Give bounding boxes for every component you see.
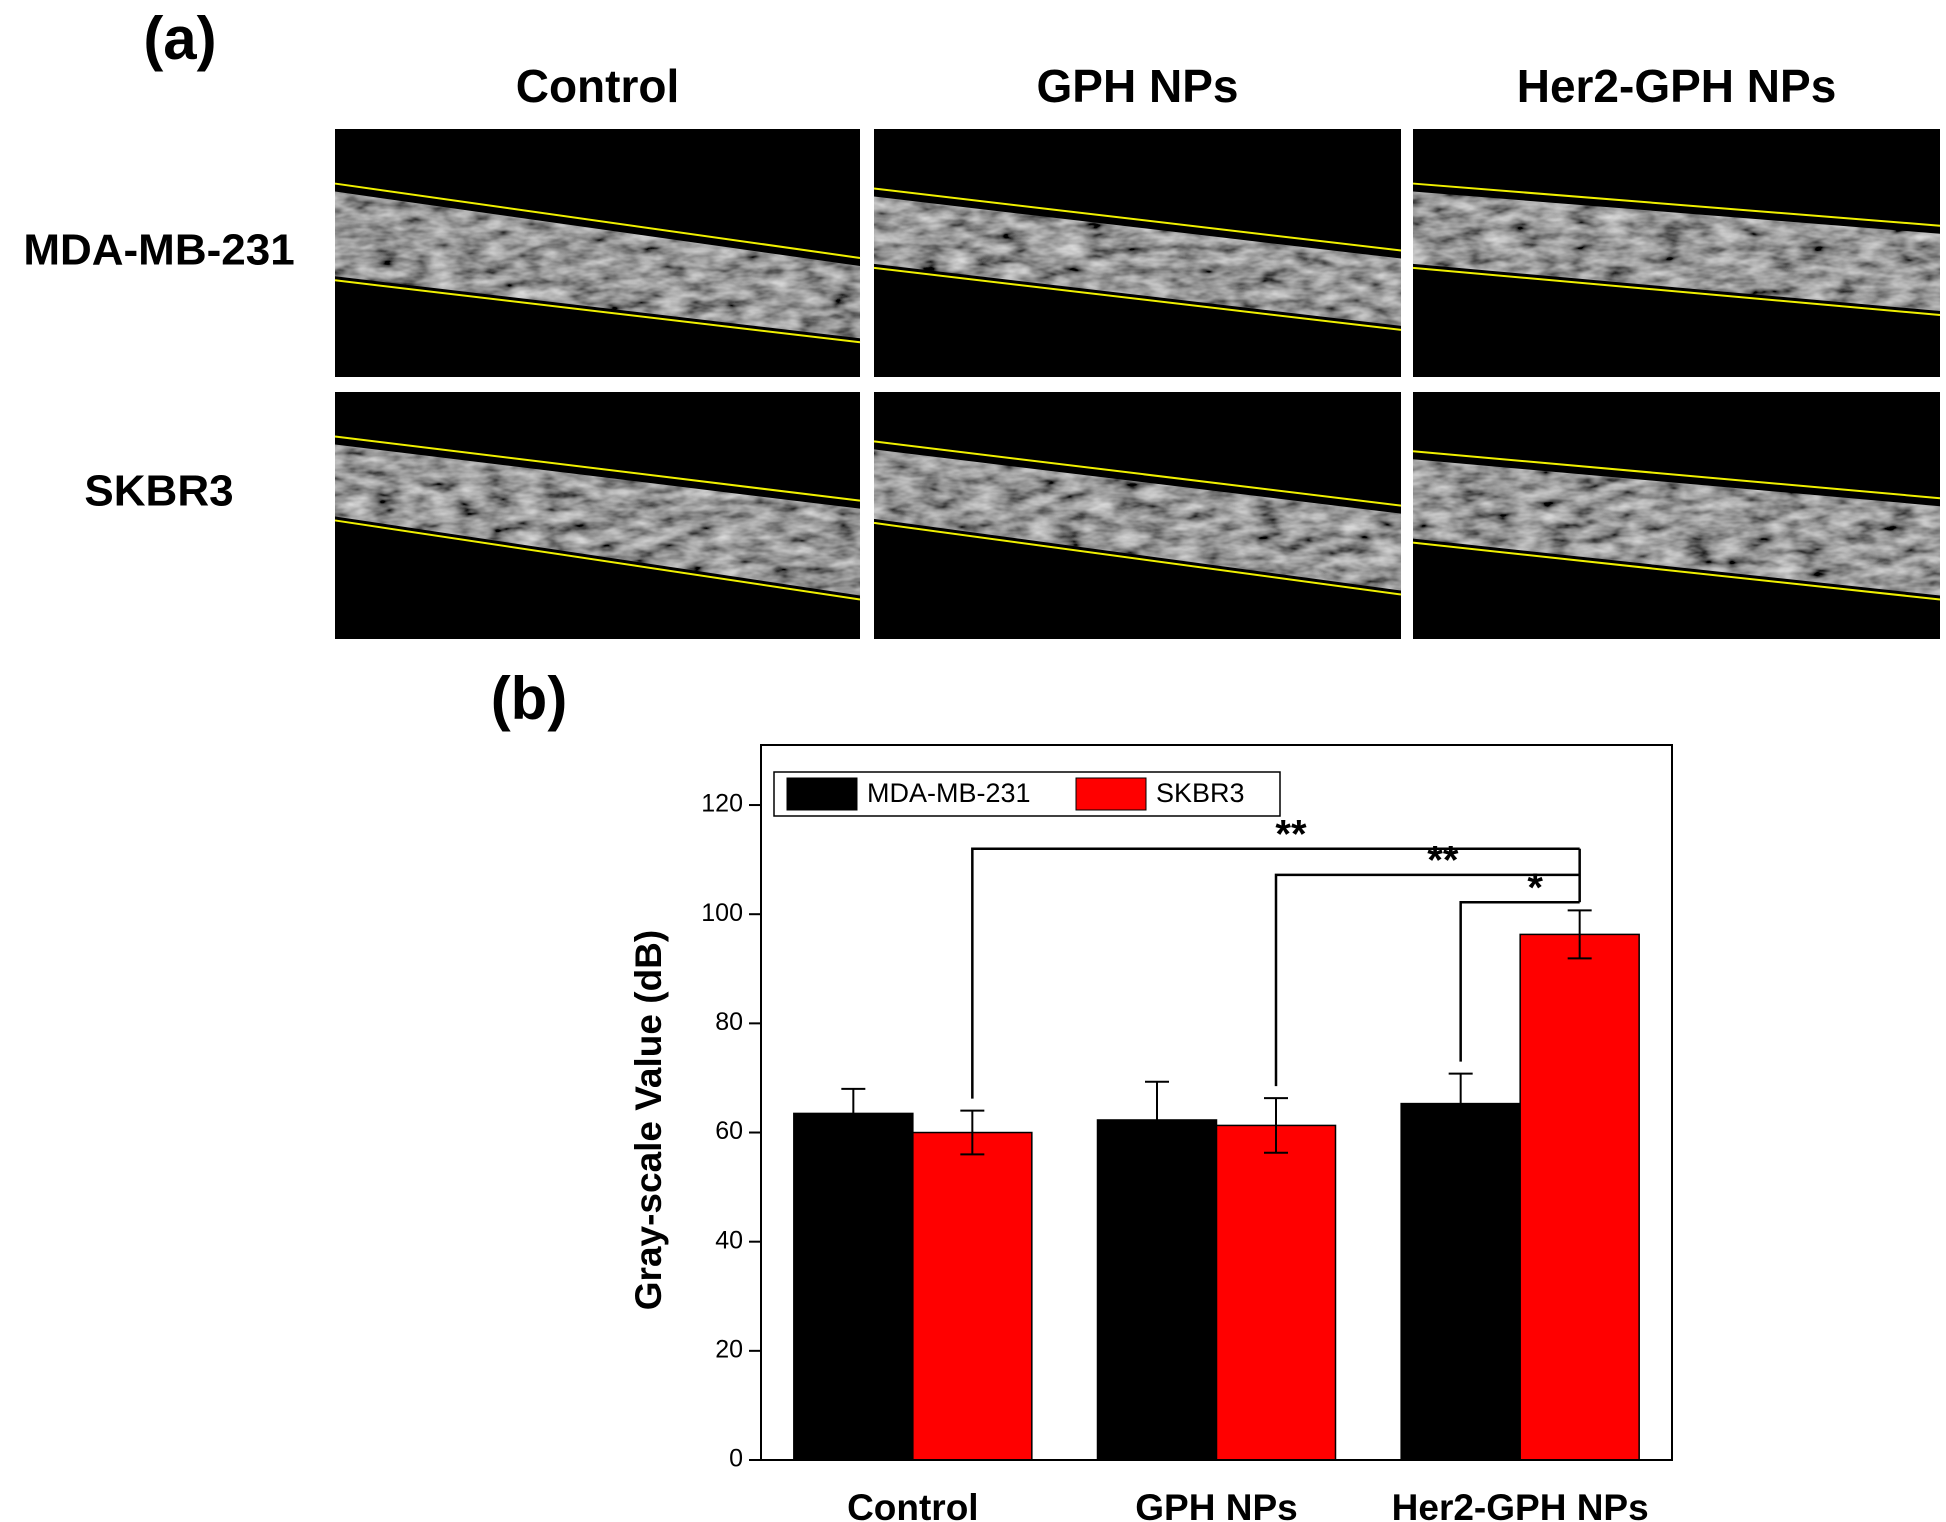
y-tick-label: 80 bbox=[715, 1008, 743, 1036]
plot-frame bbox=[760, 744, 1673, 1461]
y-tick-label: 100 bbox=[701, 899, 743, 927]
panel-label: (a) bbox=[143, 5, 216, 72]
y-tick-label: 40 bbox=[715, 1226, 743, 1254]
roi-line bbox=[1412, 266, 1941, 316]
bar bbox=[793, 1112, 914, 1461]
roi-line bbox=[334, 435, 861, 502]
y-tick-label: 0 bbox=[729, 1445, 743, 1473]
bar bbox=[1519, 933, 1640, 1461]
roi-line bbox=[873, 521, 1402, 596]
legend-label: MDA-MB-231 bbox=[867, 778, 1031, 808]
x-tick-label: GPH NPs bbox=[1135, 1487, 1297, 1522]
column-header: Her2-GPH NPs bbox=[1517, 60, 1837, 112]
bar bbox=[912, 1131, 1033, 1461]
legend-label: SKBR3 bbox=[1156, 778, 1245, 808]
ultrasound-image bbox=[1412, 392, 1941, 639]
ultrasound-image bbox=[1412, 129, 1941, 377]
significance-bracket bbox=[1274, 873, 1580, 1087]
roi-line bbox=[873, 440, 1402, 507]
roi-line bbox=[334, 519, 861, 601]
y-axis-label: Gray-scale Value (dB) bbox=[628, 930, 669, 1310]
ultrasound-image bbox=[873, 129, 1402, 377]
significance-bracket bbox=[971, 847, 1580, 1099]
row-label: MDA-MB-231 bbox=[23, 226, 294, 275]
tissue-band bbox=[1413, 459, 1940, 596]
tissue-band bbox=[1413, 191, 1940, 311]
y-tick-label: 60 bbox=[715, 1117, 743, 1145]
roi-line bbox=[334, 279, 861, 344]
legend-swatch bbox=[786, 777, 858, 811]
error-bar bbox=[1145, 1080, 1169, 1160]
panel-label: (b) bbox=[491, 665, 568, 732]
roi-line bbox=[873, 266, 1402, 331]
y-tick-label: 120 bbox=[701, 790, 743, 818]
bar bbox=[1400, 1102, 1521, 1461]
roi-line bbox=[334, 182, 861, 259]
tissue-band bbox=[335, 191, 860, 339]
roi-line bbox=[1412, 182, 1941, 227]
roi-line bbox=[1412, 541, 1941, 601]
tissue-band bbox=[335, 444, 860, 596]
x-tick-label: Control bbox=[847, 1487, 979, 1522]
tissue-band bbox=[874, 196, 1401, 326]
ultrasound-image bbox=[873, 392, 1402, 639]
error-bar bbox=[841, 1087, 866, 1139]
error-bar bbox=[1264, 1097, 1288, 1154]
roi-line bbox=[873, 187, 1402, 252]
y-tick-label: 20 bbox=[715, 1335, 743, 1363]
error-bar bbox=[1567, 909, 1592, 960]
significance-label: ** bbox=[1427, 838, 1459, 882]
roi-line bbox=[1412, 450, 1941, 500]
column-header: Control bbox=[516, 60, 680, 112]
column-header: GPH NPs bbox=[1037, 60, 1239, 112]
tissue-band bbox=[874, 449, 1401, 591]
bar bbox=[1096, 1119, 1218, 1461]
ultrasound-image bbox=[334, 129, 861, 377]
ultrasound-image bbox=[334, 392, 861, 639]
error-bar bbox=[960, 1109, 985, 1156]
row-label: SKBR3 bbox=[84, 467, 233, 516]
error-bar bbox=[1448, 1072, 1473, 1135]
significance-label: * bbox=[1527, 866, 1543, 910]
significance-bracket bbox=[1459, 900, 1580, 1062]
bar bbox=[1215, 1124, 1337, 1461]
x-tick-label: Her2-GPH NPs bbox=[1392, 1487, 1649, 1522]
legend-swatch bbox=[1075, 777, 1147, 811]
legend-box bbox=[773, 771, 1281, 817]
significance-label: ** bbox=[1275, 812, 1307, 856]
